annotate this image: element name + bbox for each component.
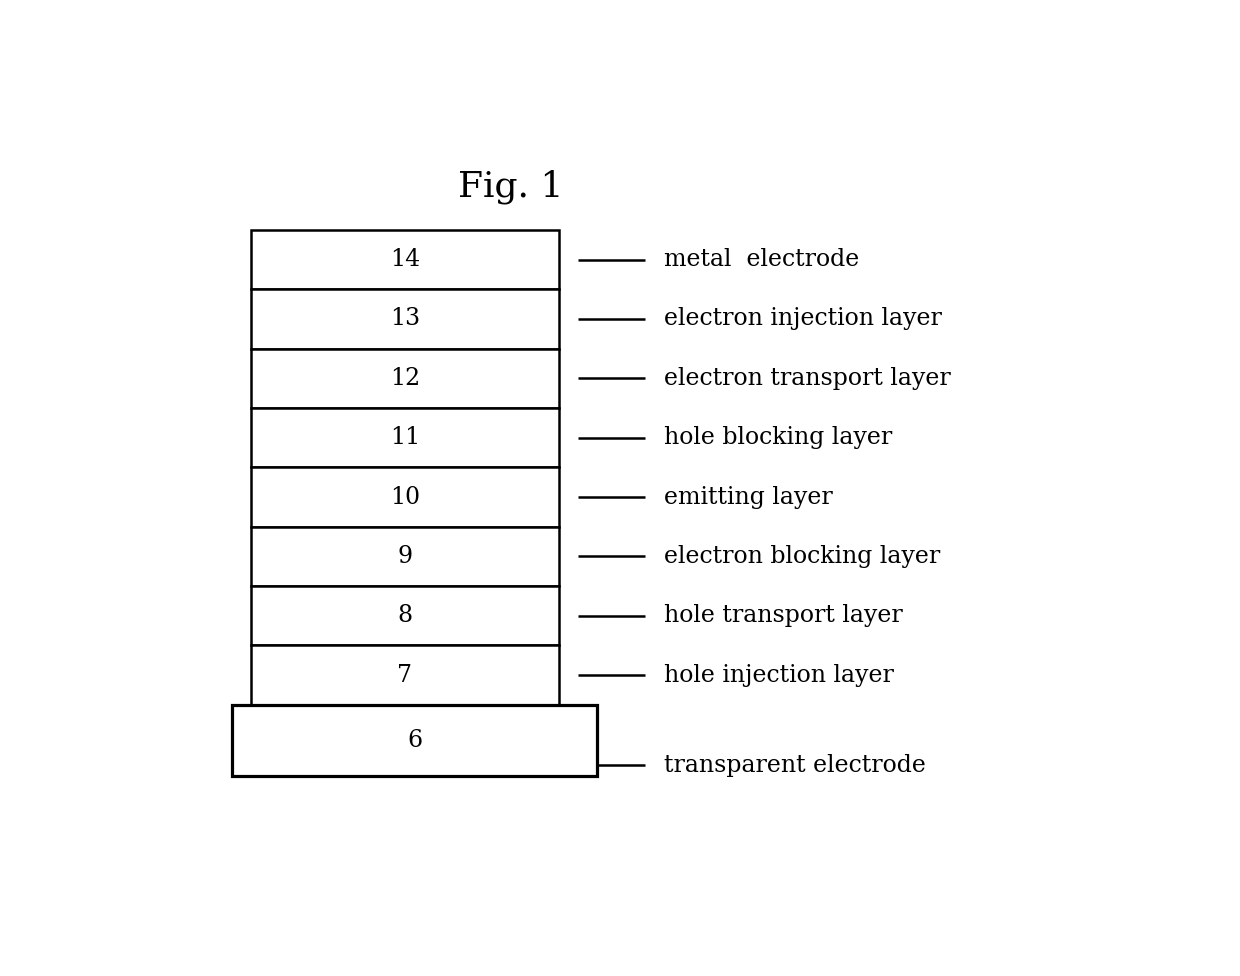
Text: hole injection layer: hole injection layer xyxy=(665,664,894,687)
Text: 8: 8 xyxy=(397,604,413,628)
Text: 12: 12 xyxy=(389,367,420,389)
Bar xyxy=(232,705,596,776)
Text: 11: 11 xyxy=(389,427,420,449)
Text: electron blocking layer: electron blocking layer xyxy=(665,545,941,568)
Text: transparent electrode: transparent electrode xyxy=(665,754,926,777)
Text: 10: 10 xyxy=(389,485,420,508)
Bar xyxy=(250,408,558,468)
Text: hole transport layer: hole transport layer xyxy=(665,604,903,628)
Text: electron injection layer: electron injection layer xyxy=(665,307,942,331)
Text: 9: 9 xyxy=(397,545,413,568)
Text: electron transport layer: electron transport layer xyxy=(665,367,951,389)
Bar xyxy=(250,527,558,586)
Text: emitting layer: emitting layer xyxy=(665,485,833,508)
Text: 14: 14 xyxy=(389,248,420,271)
Text: 13: 13 xyxy=(389,307,420,331)
Bar xyxy=(250,348,558,408)
Bar xyxy=(250,586,558,645)
Text: hole blocking layer: hole blocking layer xyxy=(665,427,893,449)
Text: metal  electrode: metal electrode xyxy=(665,248,859,271)
Bar xyxy=(250,645,558,705)
Text: 6: 6 xyxy=(407,729,422,752)
Bar xyxy=(250,230,558,289)
Bar xyxy=(250,468,558,527)
Text: Fig. 1: Fig. 1 xyxy=(458,170,563,204)
Bar xyxy=(250,289,558,348)
Text: 7: 7 xyxy=(397,664,413,687)
